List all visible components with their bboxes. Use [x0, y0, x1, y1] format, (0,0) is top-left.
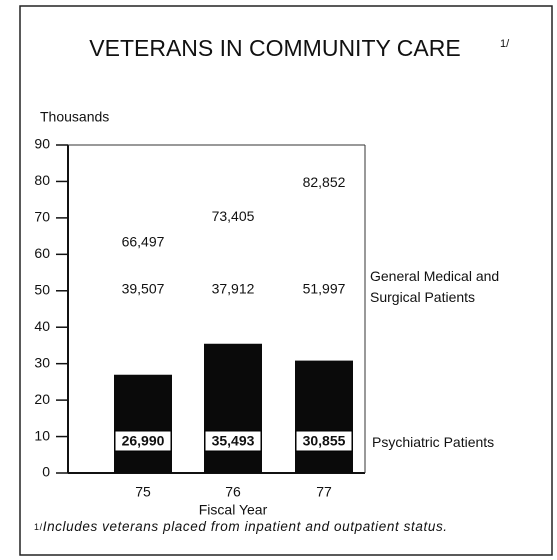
psychiatric-label: 30,855: [303, 433, 346, 449]
psychiatric-label: 35,493: [212, 433, 255, 449]
general-label: 39,507: [122, 281, 165, 297]
general-label: 37,912: [212, 281, 255, 297]
total-label: 66,497: [122, 233, 165, 249]
x-tick-label: 77: [316, 484, 332, 500]
y-tick-label: 30: [34, 354, 50, 370]
y-tick-label: 50: [34, 281, 50, 297]
bar-segment: [114, 230, 172, 375]
y-tick-label: 60: [34, 245, 50, 261]
label-box: [114, 430, 172, 452]
frame: [19, 5, 553, 556]
footnote: 1/Includes veterans placed from inpatien…: [34, 518, 534, 536]
legend-psychiatric: Psychiatric Patients: [372, 434, 495, 450]
x-tick-label: 76: [225, 484, 241, 500]
title-note: 1/: [500, 38, 510, 50]
psychiatric-label: 26,990: [122, 433, 165, 449]
label-box: [204, 430, 262, 452]
x-tick-label: 75: [135, 484, 151, 500]
bar-segment: [114, 374, 172, 473]
y-tick-label: 70: [34, 209, 50, 225]
total-label: 82,852: [303, 174, 346, 190]
x-axis-label: Fiscal Year: [199, 502, 268, 518]
legend-general: General Medical and Surgical Patients: [370, 268, 500, 305]
footnote-text: Includes veterans placed from inpatient …: [42, 519, 448, 534]
y-tick-label: 90: [34, 136, 50, 152]
chart-title: VETERANS IN COMMUNITY CARE: [89, 35, 460, 61]
y-tick-label: 80: [34, 172, 50, 188]
total-label: 73,405: [212, 208, 255, 224]
y-tick-label: 20: [34, 391, 50, 407]
bar-segment: [295, 171, 353, 361]
footnote-marker: 1/: [34, 522, 43, 532]
bar-segment: [204, 343, 262, 473]
y-tick-label: 40: [34, 318, 50, 334]
label-box: [295, 430, 353, 452]
y-tick-label: 10: [34, 427, 50, 443]
bar-segment: [204, 205, 262, 344]
general-label: 51,997: [303, 281, 346, 297]
y-axis-label: Thousands: [40, 109, 109, 125]
bar-segment: [295, 360, 353, 473]
y-tick-label: 0: [42, 464, 50, 480]
